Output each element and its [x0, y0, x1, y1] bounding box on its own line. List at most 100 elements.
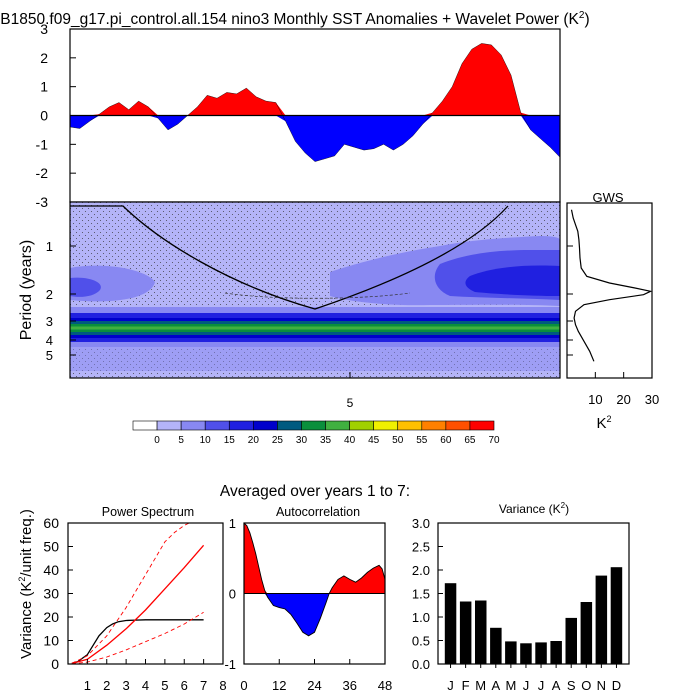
colorbar-label: 5: [178, 435, 184, 446]
ps-x-tick-label: 4: [142, 678, 149, 693]
wavelet-axes-frame: [69, 201, 561, 379]
gws-panel: GWS 10 20 30 K2: [566, 190, 659, 432]
month-label: M: [475, 678, 486, 693]
colorbar-box: [397, 420, 423, 431]
time-tick-label: 5: [347, 396, 354, 410]
gws-title: GWS: [592, 190, 623, 205]
gws-x-tick-label: 30: [645, 392, 659, 407]
ps-y-tick-label: 50: [43, 539, 59, 555]
month-label: J: [538, 678, 545, 693]
ac-x-tick-label: 0: [240, 678, 247, 693]
variance-title-close: ): [565, 502, 569, 516]
ps-x-tick-label: 6: [181, 678, 188, 693]
period-tick-label: 1: [46, 239, 53, 254]
power-spectrum-title: Power Spectrum: [102, 505, 194, 519]
sst-y-tick-label: 2: [40, 50, 48, 66]
contour-level-20-right: [465, 265, 560, 296]
contour-band-lower: [70, 347, 560, 371]
month-label: A: [552, 678, 561, 693]
colorbar-box: [180, 420, 206, 431]
ps-y-tick-label: 60: [43, 515, 59, 531]
month-label: M: [505, 678, 516, 693]
contour-level-15-left: [70, 277, 101, 297]
colorbar-label: 40: [344, 435, 356, 446]
significance-contour: [224, 292, 411, 299]
ps-x-tick-label: 8: [219, 678, 226, 693]
variance-title: Variance (K2): [499, 501, 569, 516]
colorbar-label: 25: [272, 435, 284, 446]
sst-y-tick-label: -2: [36, 165, 49, 181]
variance-bar: [610, 567, 623, 664]
power-spectrum-lines: [71, 523, 205, 664]
month-label: F: [462, 678, 470, 693]
colorbar-label: 0: [154, 435, 160, 446]
variance-y-tick-label: 1.5: [412, 587, 430, 602]
variance-y-tick-label: 0.5: [412, 634, 430, 649]
variance-ylabel-sup: 2: [17, 577, 27, 582]
sst-y-tick-label: -3: [36, 194, 49, 210]
variance-y-tick-label: 3.0: [412, 516, 430, 531]
colorbar-label: 60: [440, 435, 452, 446]
ac-y-tick-label: 1: [229, 516, 236, 531]
variance-ylabel-b: /unit freq.): [18, 509, 35, 577]
variance-y-tick-label: 1.0: [412, 610, 430, 625]
positive-anomaly-area: [70, 43, 560, 116]
variance-bar: [580, 602, 593, 664]
ps-x-tick-label: 2: [103, 678, 110, 693]
variance-bar: [475, 600, 487, 664]
title-sup: 2: [579, 10, 585, 21]
ac-x-tick-label: 12: [272, 678, 286, 693]
sst-y-tick-label: 0: [40, 108, 48, 124]
autocorrelation-panel: Autocorrelation 0 12 24 36 48 1 0 -1: [224, 505, 392, 693]
colorbar-box: [421, 420, 447, 431]
gws-unit-sup: 2: [607, 414, 612, 424]
ps-x-tick-label: 5: [161, 678, 168, 693]
autocorrelation-plot: 0 12 24 36 48 1 0 -1: [224, 516, 392, 693]
variance-title-sup: 2: [561, 501, 566, 510]
gws-x-tick-label: 20: [616, 392, 630, 407]
wavelet-contours: [70, 236, 560, 371]
colorbar-box: [349, 420, 374, 431]
variance-bar: [459, 601, 472, 664]
month-label: J: [447, 678, 454, 693]
colorbar-box: [277, 420, 302, 431]
gws-axes-frame: [566, 202, 653, 379]
variance-bar: [565, 617, 577, 664]
variance-bar: [490, 627, 502, 664]
colorbar-box: [325, 420, 350, 431]
variance-bar: [595, 575, 608, 664]
sst-anomaly-line: [69, 43, 561, 162]
colorbar-label: 55: [416, 435, 428, 446]
ac-x-tick-label: 36: [343, 678, 357, 693]
ps-x-tick-label: 1: [84, 678, 91, 693]
colorbar-box: [301, 420, 326, 431]
variance-bar: [550, 641, 562, 664]
ac-negative-area: [244, 593, 385, 636]
gws-x-tick-label: 10: [588, 392, 602, 407]
ps-x-tick-label: 3: [123, 678, 130, 693]
variance-y-tick-label: 2.0: [412, 563, 430, 578]
ac-x-tick-label: 24: [307, 678, 321, 693]
colorbar-box: [253, 420, 278, 431]
colorbar-label: 70: [488, 435, 500, 446]
sst-anomaly-panel: 3 2 1 0 -1 -2 -3: [36, 21, 561, 210]
colorbar-box: [228, 420, 254, 431]
variance-frame: [437, 522, 630, 665]
autocorrelation-title: Autocorrelation: [276, 505, 360, 519]
colorbar-label: 20: [248, 435, 260, 446]
month-label: A: [491, 678, 500, 693]
title-close: ): [584, 11, 589, 28]
ps-y-tick-label: 0: [51, 656, 59, 672]
colorbar-label: 50: [392, 435, 404, 446]
variance-y-tick-label: 2.5: [412, 540, 430, 555]
colorbar: 0 5 10 15 20 25 30 35 40 45 50 55 60 65 70: [132, 420, 500, 446]
variance-y-axis-label: Variance (K2/unit freq.): [17, 509, 35, 659]
power-spectrum-frame: [67, 522, 224, 665]
gws-unit: K: [596, 415, 606, 432]
averaged-title: Averaged over years 1 to 7:: [220, 483, 410, 500]
colorbar-box: [204, 420, 230, 431]
ac-y-tick-label: 0: [229, 587, 236, 602]
variance-bar: [520, 643, 532, 664]
colorbar-box: [156, 420, 182, 431]
colorbar-label: 65: [464, 435, 476, 446]
